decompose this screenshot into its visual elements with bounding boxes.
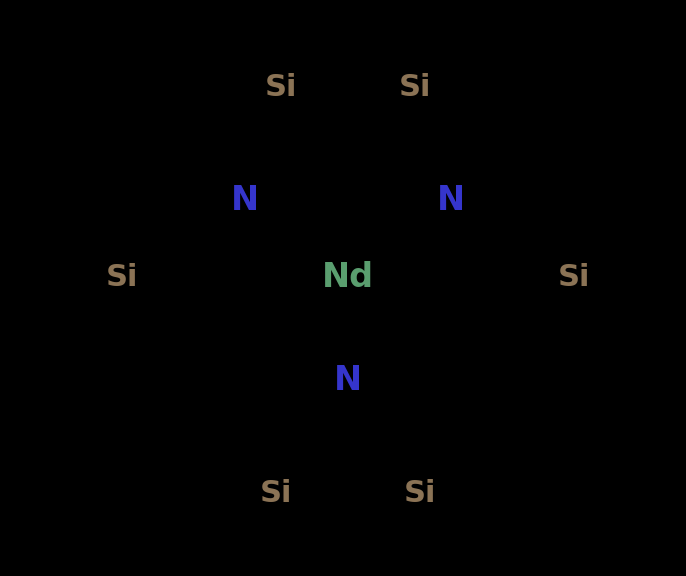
- Text: N: N: [334, 364, 362, 397]
- Text: Si: Si: [260, 479, 292, 508]
- Text: N: N: [231, 184, 259, 217]
- Text: Si: Si: [404, 479, 436, 508]
- Text: Si: Si: [558, 263, 591, 292]
- Text: Si: Si: [265, 73, 298, 102]
- Text: Si: Si: [106, 263, 138, 292]
- Text: Si: Si: [399, 73, 431, 102]
- Text: Nd: Nd: [322, 261, 374, 294]
- Text: N: N: [437, 184, 465, 217]
